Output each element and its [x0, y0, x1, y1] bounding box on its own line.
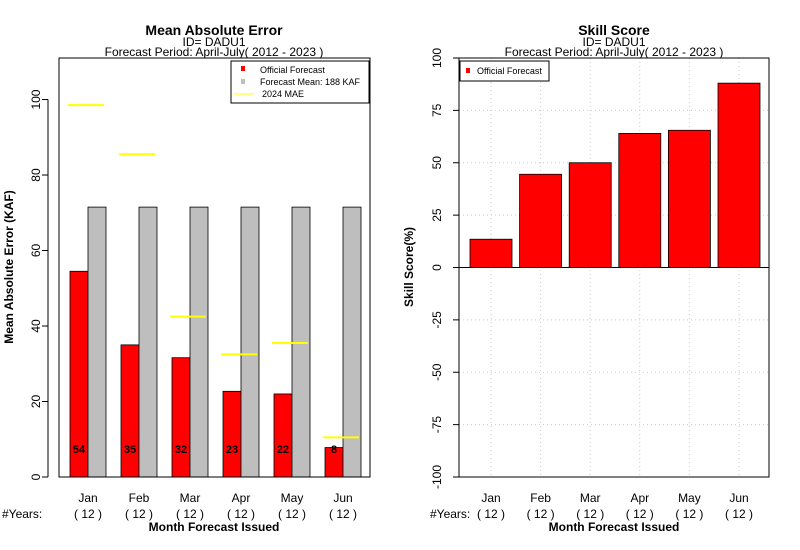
skill-x-axis-label: Month Forecast Issued [549, 520, 680, 534]
skill-bar-jan [469, 238, 513, 268]
skill-bar-may [668, 129, 711, 268]
skill-legend-official: Official Forecast [477, 66, 542, 76]
skill-y-tick-25: 25 [430, 208, 444, 222]
mae-legend-box [230, 60, 370, 104]
mae-x-tick-apr: Apr [232, 491, 251, 505]
mae-plot-area: 54 Jan ( 12 ) 35 Feb ( 12 ) 32 Mar ( 12 ) 23 Apr ( … [29, 57, 371, 521]
mae-legend-official: Official Forecast [260, 65, 325, 75]
mae-x-tick-jun: Jun [333, 491, 352, 505]
mae-bar-mean-feb [138, 206, 158, 478]
mae-bar-mean-apr [240, 206, 260, 478]
skill-plot-area: Jan ( 12 ) Feb ( 12 ) Mar ( 12 ) Apr ( 12 ) May (… [430, 48, 770, 521]
mae-bar-official-mar [171, 357, 191, 478]
skill-legend-swatch-official [466, 68, 470, 73]
mae-legend-2024: 2024 MAE [262, 89, 304, 99]
skill-bar-feb [519, 173, 562, 268]
mae-x-years-jun: ( 12 ) [329, 507, 357, 521]
skill-subtitle-id: ID= DADU1 [582, 35, 645, 49]
mae-bar-official-feb [120, 344, 140, 478]
skill-bar-mar [568, 162, 612, 268]
skill-x-tick-mar: Mar [580, 491, 601, 505]
mae-y-tick-20: 20 [29, 395, 43, 409]
skill-x-years-apr: ( 12 ) [626, 507, 654, 521]
skill-y-tick--100: -100 [430, 465, 444, 489]
mae-y-tick-100: 100 [29, 89, 43, 109]
mae-title: Mean Absolute Error [145, 22, 283, 38]
skill-legend-box [459, 60, 550, 82]
mae-x-years-may: ( 12 ) [278, 507, 306, 521]
mae-y-tick-0: 0 [29, 473, 43, 480]
skill-x-years-jun: ( 12 ) [725, 507, 753, 521]
skill-x-tick-feb: Feb [530, 491, 551, 505]
mae-bar-mean-mar [189, 206, 209, 478]
skill-x-years-jan: ( 12 ) [477, 507, 505, 521]
mae-subtitle-period: Forecast Period: April-July( 2012 - 2023… [105, 45, 324, 59]
mae-legend-swatch-official [241, 66, 245, 71]
skill-x-years-may: ( 12 ) [675, 507, 703, 521]
mae-y-tick-40: 40 [29, 319, 43, 333]
mae-x-years-jan: ( 12 ) [74, 507, 102, 521]
mae-subtitle-id: ID= DADU1 [182, 35, 245, 49]
mae-chart: Mean Absolute Error ID= DADU1 Forecast P… [2, 22, 371, 534]
skill-y-tick-75: 75 [430, 103, 444, 117]
mae-years-label: #Years: [2, 507, 42, 521]
skill-y-tick--25: -25 [430, 311, 444, 329]
mae-x-tick-mar: Mar [180, 491, 201, 505]
skill-legend: Official Forecast [459, 60, 550, 82]
mae-x-years-feb: ( 12 ) [125, 507, 153, 521]
skill-chart: Skill Score ID= DADU1 Forecast Period: A… [402, 22, 770, 534]
mae-legend: Official Forecast Forecast Mean: 188 KAF… [230, 60, 370, 104]
mae-bar-official-may [273, 393, 293, 478]
mae-y-tick-60: 60 [29, 244, 43, 258]
mae-bar-label-may: 22 [277, 444, 289, 456]
mae-bar-official-apr [222, 390, 242, 478]
mae-x-years-apr: ( 12 ) [227, 507, 255, 521]
skill-bar-apr [618, 133, 662, 268]
mae-bar-label-feb: 35 [124, 444, 136, 456]
skill-years-label: #Years: [430, 507, 470, 521]
mae-legend-swatch-mean [241, 79, 245, 84]
mae-x-tick-jan: Jan [78, 491, 97, 505]
skill-y-tick-0: 0 [430, 264, 444, 271]
skill-title: Skill Score [578, 22, 650, 38]
mae-bar-mean-jan [87, 206, 107, 478]
mae-bar-label-jan: 54 [73, 444, 86, 456]
skill-y-axis-label: Skill Score(%) [402, 227, 416, 307]
skill-y-tick-100: 100 [430, 48, 444, 68]
skill-subtitle-period: Forecast Period: April-July( 2012 - 2023… [505, 45, 724, 59]
skill-x-years-feb: ( 12 ) [527, 507, 555, 521]
skill-x-tick-jan: Jan [481, 491, 500, 505]
mae-x-years-mar: ( 12 ) [176, 507, 204, 521]
mae-x-tick-may: May [281, 491, 304, 505]
mae-x-axis-label: Month Forecast Issued [149, 520, 280, 534]
skill-x-years-mar: ( 12 ) [576, 507, 604, 521]
mae-plot-frame [58, 57, 371, 478]
mae-bar-label-jun: 8 [331, 444, 337, 456]
skill-y-tick--75: -75 [430, 416, 444, 434]
skill-y-tick-50: 50 [430, 156, 444, 170]
mae-y-tick-80: 80 [29, 168, 43, 182]
skill-y-tick--50: -50 [430, 363, 444, 381]
skill-x-tick-apr: Apr [630, 491, 649, 505]
mae-y-axis-label: Mean Absolute Error (KAF) [2, 190, 16, 344]
mae-bar-label-apr: 23 [226, 444, 238, 456]
skill-bar-jun [717, 82, 761, 268]
mae-x-tick-feb: Feb [129, 491, 150, 505]
mae-bar-label-mar: 32 [175, 444, 187, 456]
skill-x-tick-may: May [678, 491, 701, 505]
mae-legend-mean: Forecast Mean: 188 KAF [260, 77, 361, 87]
skill-x-tick-jun: Jun [729, 491, 748, 505]
